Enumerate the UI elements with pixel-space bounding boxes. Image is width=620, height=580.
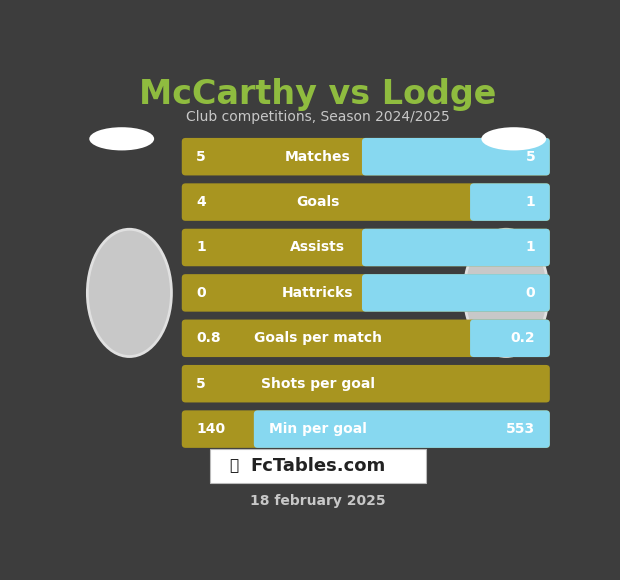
Text: McCarthy vs Lodge: McCarthy vs Lodge — [139, 78, 497, 111]
Text: Goals per match: Goals per match — [254, 331, 382, 345]
FancyBboxPatch shape — [362, 138, 550, 175]
Text: 1: 1 — [526, 241, 536, 255]
FancyBboxPatch shape — [182, 411, 550, 448]
FancyBboxPatch shape — [362, 274, 550, 311]
FancyBboxPatch shape — [210, 449, 426, 483]
FancyBboxPatch shape — [182, 365, 550, 403]
Text: Hattricks: Hattricks — [282, 286, 353, 300]
Text: 0.8: 0.8 — [196, 331, 221, 345]
Text: 📊: 📊 — [229, 458, 238, 473]
Text: 5: 5 — [526, 150, 536, 164]
Text: Shots per goal: Shots per goal — [261, 376, 374, 391]
Text: Club competitions, Season 2024/2025: Club competitions, Season 2024/2025 — [186, 110, 450, 124]
Ellipse shape — [464, 229, 548, 357]
Text: Min per goal: Min per goal — [269, 422, 366, 436]
Text: Goals: Goals — [296, 195, 339, 209]
Text: 0: 0 — [526, 286, 536, 300]
Text: 5: 5 — [196, 150, 206, 164]
FancyBboxPatch shape — [182, 274, 550, 311]
Text: 0: 0 — [196, 286, 206, 300]
Text: 4: 4 — [196, 195, 206, 209]
Ellipse shape — [87, 229, 172, 357]
FancyBboxPatch shape — [182, 138, 550, 175]
Text: 1: 1 — [526, 195, 536, 209]
FancyBboxPatch shape — [182, 229, 550, 266]
FancyBboxPatch shape — [470, 320, 550, 357]
Text: Assists: Assists — [290, 241, 345, 255]
Ellipse shape — [481, 127, 546, 150]
FancyBboxPatch shape — [254, 411, 550, 448]
FancyBboxPatch shape — [182, 320, 550, 357]
FancyBboxPatch shape — [182, 183, 550, 221]
FancyBboxPatch shape — [470, 183, 550, 221]
Text: 553: 553 — [507, 422, 536, 436]
Text: 1: 1 — [196, 241, 206, 255]
Ellipse shape — [89, 127, 154, 150]
Text: Matches: Matches — [285, 150, 351, 164]
Text: 18 february 2025: 18 february 2025 — [250, 495, 386, 509]
FancyBboxPatch shape — [362, 229, 550, 266]
Text: FcTables.com: FcTables.com — [250, 457, 386, 475]
Text: 5: 5 — [196, 376, 206, 391]
Text: 140: 140 — [196, 422, 225, 436]
Text: 0.2: 0.2 — [511, 331, 536, 345]
